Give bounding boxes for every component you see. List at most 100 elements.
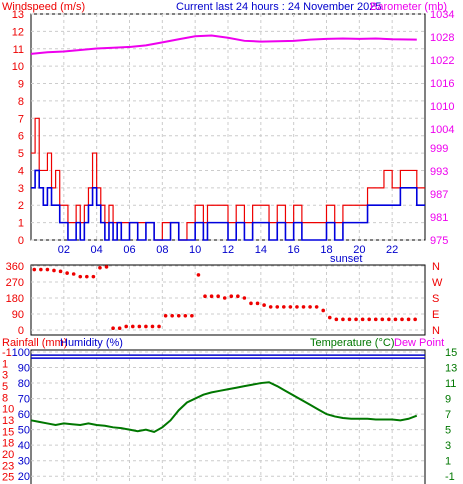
direction-point	[387, 317, 391, 322]
hour-tick-label: 04	[91, 244, 103, 256]
direction-point	[52, 268, 56, 273]
direction-point	[117, 326, 122, 331]
temperature-tick-label: 5	[445, 425, 451, 437]
direction-point	[104, 265, 109, 269]
rainfall-tick-label: 1	[2, 358, 8, 370]
wind-tick-label: 4	[18, 165, 24, 177]
direction-point	[58, 269, 63, 274]
direction-point	[321, 308, 326, 313]
direction-point	[222, 296, 227, 300]
chart-title: Current last 24 hours : 24 November 2025	[176, 1, 381, 13]
hour-tick-label: 14	[255, 244, 267, 256]
rainfall-axis-title: Rainfall (mm)	[2, 337, 67, 349]
direction-point	[85, 274, 89, 279]
direction-point	[268, 305, 273, 309]
rainfall-tick-label: 15	[2, 426, 14, 438]
direction-tick-label: 180	[6, 293, 24, 305]
direction-point	[334, 317, 339, 322]
direction-point	[124, 324, 129, 329]
direction-point	[111, 326, 115, 331]
dewpoint-axis-title: Dew Point	[394, 337, 444, 349]
hour-tick-label: 10	[189, 244, 201, 256]
direction-point	[150, 324, 155, 329]
rainfall-tick-label: -1	[2, 347, 12, 359]
windspeed-axis-title: Windspeed (m/s)	[2, 1, 85, 13]
hour-tick-label: 20	[353, 244, 365, 256]
rainfall-tick-label: 10	[2, 404, 14, 416]
barometer-tick-label: 981	[430, 212, 448, 224]
humidity-tick-label: 50	[18, 425, 30, 437]
direction-tick-label: 90	[12, 309, 24, 321]
temperature-tick-label: 15	[445, 347, 457, 359]
rainfall-tick-label: 23	[2, 460, 14, 472]
temp-panel-ticks: 2030405060708090100-1135810131518202325-…	[2, 347, 457, 484]
wind-tick-label: 3	[18, 183, 24, 195]
rainfall-tick-label: 13	[2, 415, 14, 427]
direction-point	[347, 317, 352, 322]
compass-tick-label: N	[432, 261, 440, 273]
barometer-tick-label: 1010	[430, 101, 454, 113]
direction-point	[45, 267, 50, 272]
direction-point	[130, 324, 135, 329]
direction-point	[65, 271, 69, 275]
direction-point	[314, 305, 319, 309]
wind-tick-label: 2	[18, 200, 24, 212]
direction-point	[170, 313, 174, 318]
direction-point	[393, 317, 398, 322]
hour-tick-label: 12	[222, 244, 234, 256]
rainfall-tick-label: 8	[2, 392, 8, 404]
direction-point	[183, 313, 188, 318]
rainfall-tick-label: 5	[2, 381, 8, 393]
direction-point	[373, 317, 378, 322]
hour-tick-label: 22	[386, 244, 398, 256]
humidity-tick-label: 20	[18, 471, 30, 483]
temperature-tick-label: 9	[445, 394, 451, 406]
temperature-tick-label: 7	[445, 409, 451, 421]
humidity-tick-label: 70	[18, 394, 30, 406]
direction-point	[275, 305, 280, 309]
direction-tick-label: 270	[6, 277, 24, 289]
direction-point	[282, 305, 286, 309]
direction-point	[295, 305, 299, 309]
direction-panel-series	[32, 265, 417, 331]
temperature-axis-title: Temperature (°C)	[310, 337, 394, 349]
direction-point	[236, 294, 240, 299]
direction-panel-ticks: 0 N 90 E 180 S 270 W 360 N	[6, 261, 443, 337]
direction-point	[354, 317, 358, 322]
barometer-tick-label: 999	[430, 143, 448, 155]
wind-tick-label: 5	[18, 148, 24, 160]
wind-tick-label: 8	[18, 96, 24, 108]
direction-point	[196, 273, 201, 277]
temperature-tick-label: 1	[445, 456, 451, 468]
compass-tick-label: N	[432, 325, 440, 337]
direction-panel-frame	[30, 264, 426, 336]
barometer-axis-title: Barometer (mb)	[370, 1, 447, 13]
temperature-tick-label: -1	[445, 471, 455, 483]
wind-panel-ticks: 0123456789101112139759819879939991004101…	[12, 9, 455, 256]
direction-point	[413, 317, 417, 322]
humidity-tick-label: 30	[18, 456, 30, 468]
direction-point	[71, 272, 76, 276]
temperature-tick-label: 11	[445, 378, 456, 390]
wind-tick-label: 10	[12, 61, 24, 73]
wind-tick-label: 13	[12, 9, 24, 21]
wind-tick-label: 9	[18, 79, 24, 91]
compass-tick-label: W	[432, 277, 443, 289]
barometer-line	[30, 34, 417, 55]
rainfall-tick-label: 3	[2, 370, 8, 382]
hour-tick-label: 06	[123, 244, 135, 256]
humidity-tick-label: 60	[18, 409, 30, 421]
direction-point	[163, 313, 168, 318]
direction-point	[32, 267, 37, 272]
direction-point	[360, 317, 365, 322]
direction-point	[288, 305, 293, 309]
humidity-tick-label: 100	[12, 347, 30, 359]
barometer-tick-label: 975	[430, 235, 448, 247]
sunset-label: sunset	[330, 253, 362, 265]
direction-point	[39, 267, 43, 272]
compass-tick-label: E	[432, 309, 439, 321]
wind-tick-label: 12	[12, 26, 24, 38]
wind-tick-label: 7	[18, 113, 24, 125]
direction-point	[137, 324, 142, 329]
